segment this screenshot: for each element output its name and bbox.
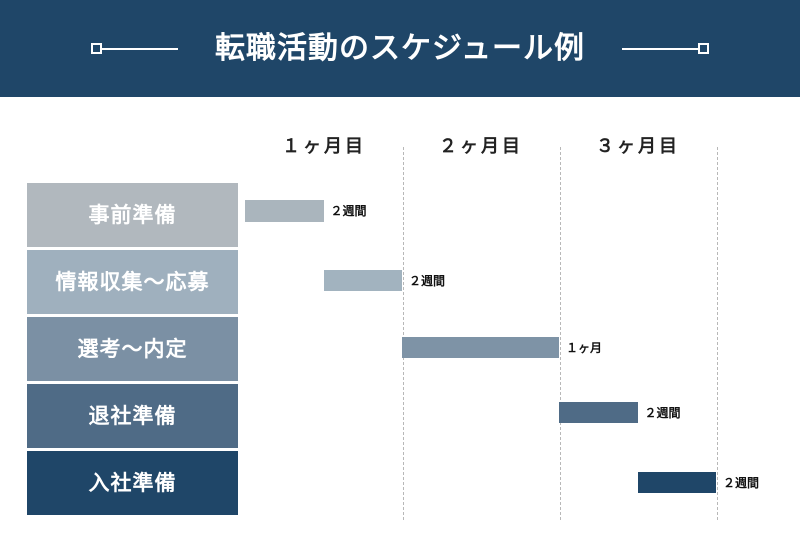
title-deco-line-left: [102, 48, 178, 50]
duration-label-5: ２週間: [723, 475, 760, 490]
gantt-bar-2: [323, 270, 402, 291]
duration-label-4: ２週間: [644, 405, 681, 420]
month-divider-1: [403, 147, 404, 520]
title-deco-line-right: [622, 48, 698, 50]
title-deco-box-right: [698, 43, 709, 54]
month-divider-2: [560, 147, 561, 520]
month-divider-3: [717, 147, 718, 520]
phase-label-5: 入社準備: [27, 451, 238, 515]
phase-label-1: 事前準備: [27, 183, 238, 247]
duration-label-2: ２週間: [409, 273, 446, 288]
month-label-2: ２ヶ月目: [439, 136, 523, 157]
month-label-1: １ヶ月目: [282, 136, 366, 157]
gantt-bar-3: [402, 337, 559, 358]
gantt-bar-1: [245, 200, 324, 222]
gantt-bar-5: [637, 472, 716, 493]
phase-label-4: 退社準備: [27, 384, 238, 448]
duration-label-3: １ヶ月: [566, 340, 603, 355]
title-deco-box-left: [91, 43, 102, 54]
gantt-bar-4: [559, 402, 638, 423]
month-label-3: ３ヶ月目: [596, 136, 680, 157]
phase-label-2: 情報収集～応募: [27, 250, 238, 314]
page-title: 転職活動のスケジュール例: [215, 31, 585, 66]
phase-label-3: 選考～内定: [27, 317, 238, 381]
duration-label-1: ２週間: [330, 204, 367, 218]
